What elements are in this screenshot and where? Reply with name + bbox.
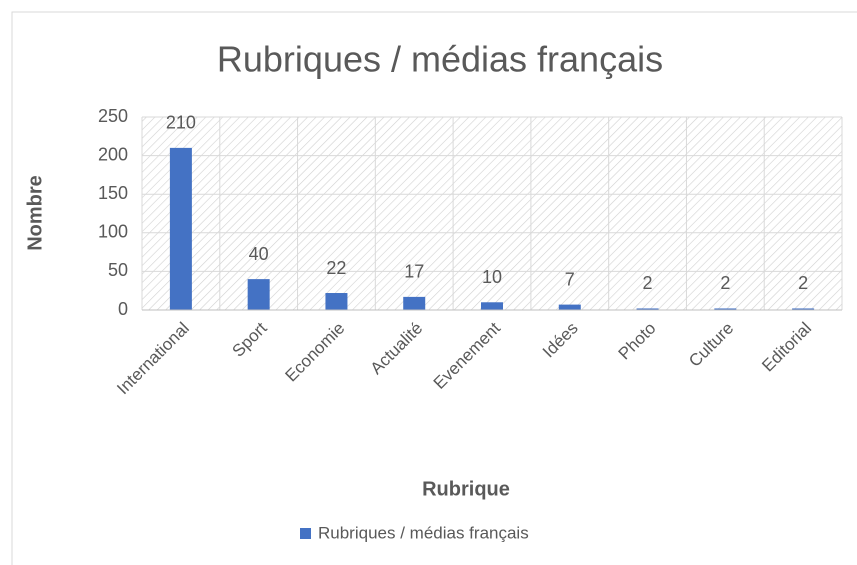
data-label: 10 [482,267,502,287]
data-label: 2 [643,273,653,293]
x-axis-label: Rubrique [422,478,510,500]
bar [481,302,503,310]
data-label: 40 [249,244,269,264]
data-label: 2 [720,273,730,293]
bar [558,304,581,310]
y-tick-label: 100 [98,222,128,242]
data-label: 22 [326,258,346,278]
bar [714,308,737,310]
data-label: 17 [404,262,424,282]
bar [247,279,270,310]
x-tick-label: International [113,319,193,399]
y-tick-label: 0 [118,299,128,319]
y-axis-label: Nombre [24,175,46,251]
y-tick-label: 150 [98,183,128,203]
x-tick-label: Photo [615,319,660,364]
y-tick-label: 50 [108,260,128,280]
bar [403,296,426,310]
x-tick-label: Idées [539,319,582,362]
x-tick-label: Sport [228,318,270,360]
data-label: 7 [565,269,575,289]
bar [792,308,815,310]
chart-border [11,11,857,565]
chart-title: Rubriques / médias français [217,39,663,80]
x-tick-label: Culture [685,319,737,371]
x-tick-label: Editorial [758,319,815,376]
x-tick-label: Evenement [430,318,504,392]
x-tick-label: Actualité [367,319,427,379]
plot-area [142,117,842,310]
bar [169,147,192,310]
data-label: 2 [798,273,808,293]
legend-swatch [300,528,311,539]
y-tick-label: 250 [98,106,128,126]
y-tick-label: 200 [98,144,128,164]
data-label: 210 [166,113,196,133]
x-tick-label: Economie [282,319,349,386]
legend-label: Rubriques / médias français [318,523,529,542]
bar [636,308,659,310]
bar [325,293,348,310]
